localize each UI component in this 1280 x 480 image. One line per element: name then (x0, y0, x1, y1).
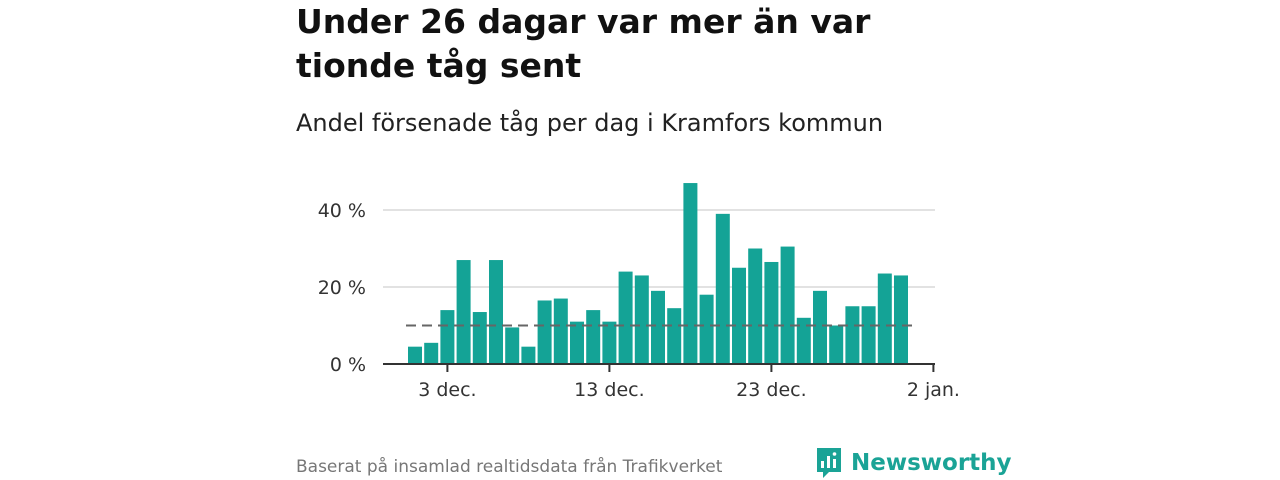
bar (683, 183, 698, 364)
gridlines (383, 209, 935, 288)
x-tick-label: 3 dec. (418, 379, 476, 401)
x-axis-labels: 3 dec. 13 dec. 23 dec. 2 jan. (418, 379, 960, 401)
bar (764, 261, 779, 364)
newsworthy-logo-icon (817, 448, 841, 478)
bar (796, 317, 811, 364)
bar (829, 325, 844, 364)
bar (537, 300, 552, 364)
source-note: Baserat på insamlad realtidsdata från Tr… (296, 457, 723, 477)
bar (780, 246, 795, 364)
bar (715, 213, 730, 364)
bar (456, 260, 471, 364)
bar (553, 298, 568, 364)
bar (845, 306, 860, 364)
bar (732, 267, 746, 364)
y-tick-label: 20 % (318, 277, 366, 299)
bar (667, 308, 682, 364)
chart-title: Under 26 dagar var mer än var tionde tåg… (296, 2, 871, 85)
bar (489, 260, 503, 364)
x-tick-label: 13 dec. (574, 379, 644, 401)
bar (472, 312, 487, 364)
brand-name: Newsworthy (851, 450, 1012, 476)
bar (570, 321, 584, 364)
brand-logo[interactable]: Newsworthy (815, 446, 1012, 480)
bar (894, 275, 908, 364)
bars (408, 183, 908, 364)
bar (521, 346, 536, 364)
bar (602, 321, 617, 364)
bar (408, 346, 422, 364)
chart-subtitle: Andel försenade tåg per dag i Kramfors k… (296, 109, 884, 137)
bar (877, 273, 892, 364)
bar (586, 310, 601, 364)
y-axis-labels: 0 % 20 % 40 % (318, 200, 366, 376)
y-tick-label: 40 % (318, 200, 366, 222)
bar (505, 327, 520, 364)
bar (699, 294, 714, 364)
y-tick-label: 0 % (330, 354, 366, 376)
bar (618, 271, 633, 364)
bar (651, 290, 665, 364)
bar (813, 290, 827, 364)
bar (440, 310, 455, 364)
axes (383, 363, 935, 372)
bar-chart: 0 % 20 % 40 % 3 dec. 13 dec. 23 dec. 2 jan. (318, 183, 960, 401)
bar (634, 275, 649, 364)
x-tick-label: 2 jan. (907, 379, 960, 401)
x-tick-label: 23 dec. (736, 379, 806, 401)
bar (861, 306, 876, 364)
bar (748, 248, 763, 364)
bar (424, 342, 439, 364)
